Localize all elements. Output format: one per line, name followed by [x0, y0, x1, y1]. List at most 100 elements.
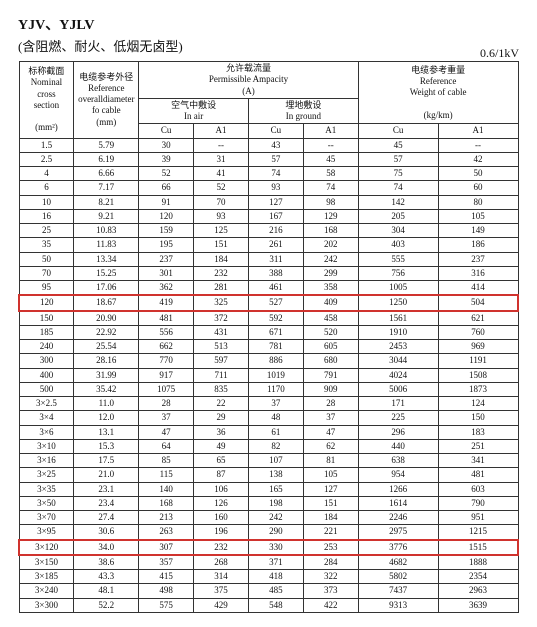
table-cell: 184	[194, 252, 249, 266]
table-cell: 126	[194, 496, 249, 510]
table-cell: 242	[303, 252, 358, 266]
table-cell: 150	[438, 411, 518, 425]
table-cell: 28	[139, 397, 194, 411]
table-cell: 461	[248, 281, 303, 296]
table-cell: 373	[303, 584, 358, 598]
table-cell: 1515	[438, 540, 518, 555]
table-row: 67.17665293747460	[19, 181, 518, 195]
table-cell: --	[438, 138, 518, 152]
table-cell: 7.17	[74, 181, 139, 195]
table-cell: 43	[248, 138, 303, 152]
table-cell: 240	[19, 340, 74, 354]
table-cell: --	[303, 138, 358, 152]
table-cell: 605	[303, 340, 358, 354]
table-cell: 47	[303, 425, 358, 439]
table-cell: 42	[438, 152, 518, 166]
table-cell: 4682	[358, 555, 438, 570]
table-cell: 29	[194, 411, 249, 425]
table-cell: 4	[19, 167, 74, 181]
table-cell: 48	[248, 411, 303, 425]
table-cell: 1005	[358, 281, 438, 296]
col-diameter: 电缆参考外径 Reference overalldiameter fo cabl…	[74, 62, 139, 139]
table-cell: 57	[358, 152, 438, 166]
table-cell: 31	[194, 152, 249, 166]
col-ground-cu: Cu	[248, 124, 303, 138]
table-cell: 251	[438, 439, 518, 453]
table-cell: 1888	[438, 555, 518, 570]
table-row: 169.2112093167129205105	[19, 209, 518, 223]
table-cell: 75	[358, 167, 438, 181]
table-cell: 357	[139, 555, 194, 570]
table-cell: 371	[248, 555, 303, 570]
table-row: 5013.34237184311242555237	[19, 252, 518, 266]
table-cell: 3×25	[19, 468, 74, 482]
table-cell: 263	[139, 525, 194, 540]
table-cell: 362	[139, 281, 194, 296]
table-cell: 20.90	[74, 311, 139, 326]
table-cell: 62	[303, 439, 358, 453]
table-row: 24025.546625137816052453969	[19, 340, 518, 354]
table-cell: 17.5	[74, 454, 139, 468]
table-cell: 8.21	[74, 195, 139, 209]
table-cell: 1508	[438, 368, 518, 382]
table-cell: 37	[139, 411, 194, 425]
table-cell: 25	[19, 224, 74, 238]
table-cell: 886	[248, 354, 303, 368]
table-cell: 322	[303, 570, 358, 584]
table-cell: 64	[139, 439, 194, 453]
table-row: 3×1015.364498262440251	[19, 439, 518, 453]
table-row: 3×412.037294837225150	[19, 411, 518, 425]
table-cell: 47	[139, 425, 194, 439]
table-cell: 299	[303, 266, 358, 280]
table-cell: 168	[139, 496, 194, 510]
table-cell: 1614	[358, 496, 438, 510]
table-row: 3×18543.341531441832258022354	[19, 570, 518, 584]
table-cell: 1910	[358, 325, 438, 339]
table-cell: 431	[194, 325, 249, 339]
table-cell: 140	[139, 482, 194, 496]
table-cell: 3044	[358, 354, 438, 368]
table-cell: 527	[248, 295, 303, 310]
table-cell: 22	[194, 397, 249, 411]
table-cell: 13.34	[74, 252, 139, 266]
table-cell: 330	[248, 540, 303, 555]
table-cell: 325	[194, 295, 249, 310]
table-row: 2510.83159125216168304149	[19, 224, 518, 238]
table-cell: 311	[248, 252, 303, 266]
table-cell: 30	[139, 138, 194, 152]
cable-type-title: YJV、YJLV	[18, 14, 183, 34]
table-cell: 150	[19, 311, 74, 326]
table-cell: 790	[438, 496, 518, 510]
table-row: 3×9530.626319629022129751215	[19, 525, 518, 540]
table-cell: 16	[19, 209, 74, 223]
table-cell: 485	[248, 584, 303, 598]
table-cell: 281	[194, 281, 249, 296]
table-cell: 1191	[438, 354, 518, 368]
table-cell: 969	[438, 340, 518, 354]
table-row: 50035.421075835117090950061873	[19, 382, 518, 396]
table-cell: 6.19	[74, 152, 139, 166]
table-cell: 3639	[438, 598, 518, 612]
table-cell: 36	[194, 425, 249, 439]
table-cell: 107	[248, 454, 303, 468]
table-cell: 124	[438, 397, 518, 411]
table-cell: 198	[248, 496, 303, 510]
table-cell: 388	[248, 266, 303, 280]
table-cell: 358	[303, 281, 358, 296]
table-row: 3×2521.011587138105954481	[19, 468, 518, 482]
table-cell: 74	[248, 167, 303, 181]
table-row: 3×15038.635726837128446821888	[19, 555, 518, 570]
table-cell: 575	[139, 598, 194, 612]
table-cell: 35.42	[74, 382, 139, 396]
table-cell: 3×70	[19, 511, 74, 525]
table-cell: 129	[303, 209, 358, 223]
table-row: 3×7027.42131602421842246951	[19, 511, 518, 525]
table-cell: 1075	[139, 382, 194, 396]
table-row: 12018.674193255274091250504	[19, 295, 518, 310]
cable-spec-table: 标称截面 Nominal cross section (mm²) 电缆参考外径 …	[18, 61, 519, 613]
table-cell: 242	[248, 511, 303, 525]
table-cell: 237	[139, 252, 194, 266]
table-cell: 91	[139, 195, 194, 209]
table-cell: 11.83	[74, 238, 139, 252]
table-cell: 80	[438, 195, 518, 209]
